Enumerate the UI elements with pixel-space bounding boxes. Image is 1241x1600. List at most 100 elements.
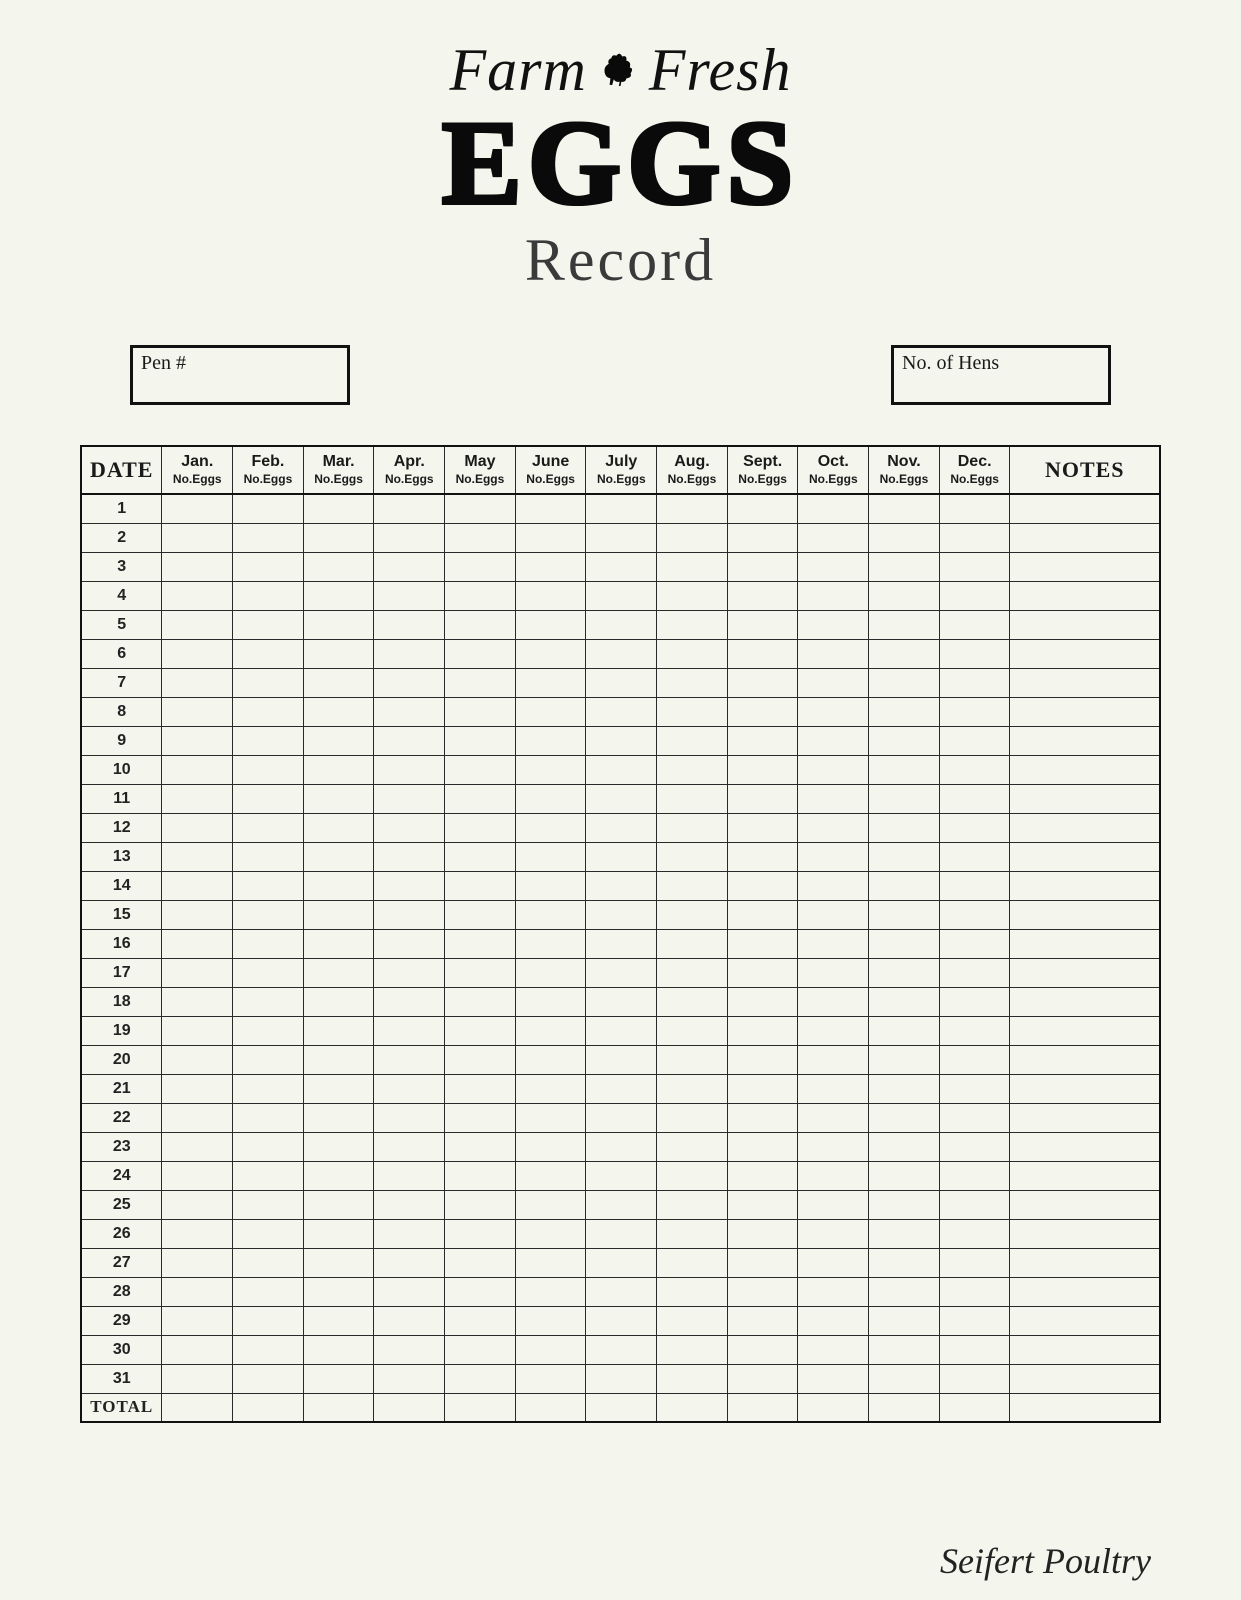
egg-count-cell[interactable]: [727, 1335, 798, 1364]
egg-count-cell[interactable]: [939, 1219, 1010, 1248]
egg-count-cell[interactable]: [586, 813, 657, 842]
egg-count-cell[interactable]: [303, 755, 374, 784]
egg-count-cell[interactable]: [374, 610, 445, 639]
egg-count-cell[interactable]: [233, 1016, 304, 1045]
egg-count-cell[interactable]: [233, 784, 304, 813]
egg-count-cell[interactable]: [162, 900, 233, 929]
egg-count-cell[interactable]: [445, 494, 516, 523]
egg-count-cell[interactable]: [445, 784, 516, 813]
notes-cell[interactable]: [1010, 1219, 1160, 1248]
egg-count-cell[interactable]: [162, 1277, 233, 1306]
egg-count-cell[interactable]: [798, 1045, 869, 1074]
egg-count-cell[interactable]: [515, 1190, 586, 1219]
egg-count-cell[interactable]: [162, 1219, 233, 1248]
egg-count-cell[interactable]: [939, 1190, 1010, 1219]
egg-count-cell[interactable]: [657, 668, 728, 697]
egg-count-cell[interactable]: [515, 1045, 586, 1074]
egg-count-cell[interactable]: [939, 610, 1010, 639]
egg-count-cell[interactable]: [727, 842, 798, 871]
egg-count-cell[interactable]: [798, 1248, 869, 1277]
notes-cell[interactable]: [1010, 900, 1160, 929]
notes-cell[interactable]: [1010, 1132, 1160, 1161]
egg-count-cell[interactable]: [798, 697, 869, 726]
egg-count-cell[interactable]: [303, 639, 374, 668]
egg-count-cell[interactable]: [727, 1393, 798, 1422]
egg-count-cell[interactable]: [869, 552, 940, 581]
egg-count-cell[interactable]: [162, 668, 233, 697]
egg-count-cell[interactable]: [939, 668, 1010, 697]
egg-count-cell[interactable]: [445, 1306, 516, 1335]
egg-count-cell[interactable]: [727, 494, 798, 523]
notes-cell[interactable]: [1010, 697, 1160, 726]
egg-count-cell[interactable]: [445, 523, 516, 552]
egg-count-cell[interactable]: [939, 1074, 1010, 1103]
egg-count-cell[interactable]: [657, 900, 728, 929]
egg-count-cell[interactable]: [657, 1074, 728, 1103]
notes-cell[interactable]: [1010, 871, 1160, 900]
egg-count-cell[interactable]: [586, 842, 657, 871]
notes-cell[interactable]: [1010, 842, 1160, 871]
egg-count-cell[interactable]: [586, 958, 657, 987]
egg-count-cell[interactable]: [515, 900, 586, 929]
egg-count-cell[interactable]: [586, 871, 657, 900]
egg-count-cell[interactable]: [374, 523, 445, 552]
egg-count-cell[interactable]: [445, 1219, 516, 1248]
egg-count-cell[interactable]: [445, 1393, 516, 1422]
egg-count-cell[interactable]: [515, 987, 586, 1016]
egg-count-cell[interactable]: [233, 1248, 304, 1277]
egg-count-cell[interactable]: [233, 987, 304, 1016]
notes-cell[interactable]: [1010, 958, 1160, 987]
egg-count-cell[interactable]: [657, 813, 728, 842]
egg-count-cell[interactable]: [727, 1277, 798, 1306]
egg-count-cell[interactable]: [445, 1045, 516, 1074]
egg-count-cell[interactable]: [162, 1364, 233, 1393]
egg-count-cell[interactable]: [657, 523, 728, 552]
egg-count-cell[interactable]: [515, 755, 586, 784]
egg-count-cell[interactable]: [515, 1219, 586, 1248]
egg-count-cell[interactable]: [233, 523, 304, 552]
egg-count-cell[interactable]: [303, 1161, 374, 1190]
egg-count-cell[interactable]: [374, 1103, 445, 1132]
egg-count-cell[interactable]: [374, 1016, 445, 1045]
egg-count-cell[interactable]: [162, 639, 233, 668]
notes-cell[interactable]: [1010, 552, 1160, 581]
egg-count-cell[interactable]: [515, 813, 586, 842]
egg-count-cell[interactable]: [657, 494, 728, 523]
egg-count-cell[interactable]: [303, 1045, 374, 1074]
egg-count-cell[interactable]: [869, 1132, 940, 1161]
egg-count-cell[interactable]: [939, 1103, 1010, 1132]
egg-count-cell[interactable]: [303, 842, 374, 871]
egg-count-cell[interactable]: [445, 958, 516, 987]
egg-count-cell[interactable]: [798, 755, 869, 784]
egg-count-cell[interactable]: [233, 610, 304, 639]
notes-cell[interactable]: [1010, 1074, 1160, 1103]
egg-count-cell[interactable]: [445, 639, 516, 668]
egg-count-cell[interactable]: [162, 929, 233, 958]
egg-count-cell[interactable]: [445, 987, 516, 1016]
egg-count-cell[interactable]: [869, 1161, 940, 1190]
egg-count-cell[interactable]: [162, 813, 233, 842]
egg-count-cell[interactable]: [657, 1132, 728, 1161]
egg-count-cell[interactable]: [515, 1132, 586, 1161]
egg-count-cell[interactable]: [303, 813, 374, 842]
egg-count-cell[interactable]: [374, 697, 445, 726]
egg-count-cell[interactable]: [939, 1364, 1010, 1393]
egg-count-cell[interactable]: [586, 581, 657, 610]
egg-count-cell[interactable]: [586, 1132, 657, 1161]
egg-count-cell[interactable]: [303, 1103, 374, 1132]
egg-count-cell[interactable]: [162, 842, 233, 871]
egg-count-cell[interactable]: [374, 842, 445, 871]
egg-count-cell[interactable]: [586, 900, 657, 929]
notes-cell[interactable]: [1010, 1248, 1160, 1277]
egg-count-cell[interactable]: [303, 1393, 374, 1422]
egg-count-cell[interactable]: [657, 1219, 728, 1248]
egg-count-cell[interactable]: [939, 1016, 1010, 1045]
egg-count-cell[interactable]: [374, 987, 445, 1016]
egg-count-cell[interactable]: [162, 523, 233, 552]
egg-count-cell[interactable]: [233, 900, 304, 929]
egg-count-cell[interactable]: [162, 1016, 233, 1045]
egg-count-cell[interactable]: [657, 1335, 728, 1364]
egg-count-cell[interactable]: [515, 842, 586, 871]
egg-count-cell[interactable]: [939, 552, 1010, 581]
egg-count-cell[interactable]: [515, 1335, 586, 1364]
